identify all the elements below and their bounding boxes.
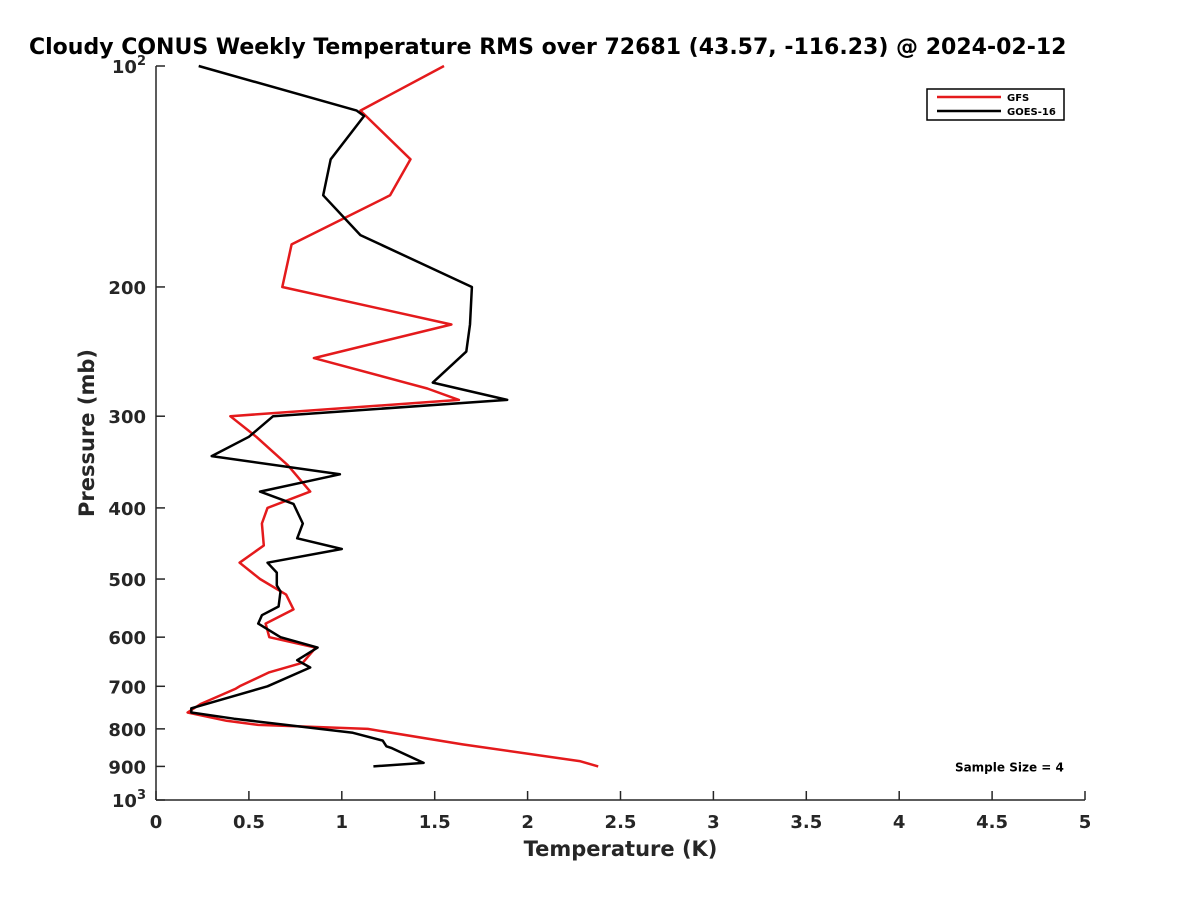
- x-axis-ticks: 0 0.5 1 1.5 2 2.5 3 3.5 4 4.5 5: [150, 791, 1092, 833]
- y-tick-base: 10: [112, 791, 137, 812]
- y-tick-exponent: 2: [137, 54, 146, 69]
- y-tick-label: 102: [112, 54, 146, 78]
- x-tick-label: 2: [521, 812, 534, 833]
- series-line-goes-16: [190, 64, 509, 768]
- x-tick-label: 4.5: [976, 812, 1008, 833]
- plot-area: [155, 66, 1085, 801]
- y-tick-exponent: 3: [137, 788, 146, 803]
- x-tick-label: 3: [707, 812, 720, 833]
- y-tick-label: 700: [108, 677, 146, 698]
- legend-label: GOES-16: [1007, 107, 1056, 118]
- annotations-layer: Sample Size = 4: [955, 760, 1064, 774]
- legend-box: [926, 88, 1065, 121]
- legend: GFS GOES-16: [926, 88, 1065, 121]
- chart-title: Cloudy CONUS Weekly Temperature RMS over…: [29, 35, 1066, 60]
- y-tick-label: 500: [108, 570, 146, 591]
- sample-size-annotation: Sample Size = 4: [955, 760, 1064, 774]
- y-tick-label: 900: [108, 757, 146, 778]
- y-tick-label: 200: [108, 278, 146, 299]
- y-tick-label: 300: [108, 407, 146, 428]
- x-axis-title: Temperature (K): [524, 837, 718, 861]
- y-tick-label: 103: [112, 788, 146, 812]
- series-line-gfs: [186, 64, 599, 768]
- y-tick-label: 400: [108, 499, 146, 520]
- legend-label: GFS: [1007, 93, 1029, 104]
- y-axis-title: Pressure (mb): [75, 349, 99, 517]
- x-tick-label: 1.5: [419, 812, 451, 833]
- x-tick-label: 4: [893, 812, 906, 833]
- y-tick-label: 600: [108, 628, 146, 649]
- x-tick-label: 2.5: [605, 812, 637, 833]
- x-tick-label: 5: [1079, 812, 1092, 833]
- x-tick-label: 3.5: [790, 812, 822, 833]
- x-tick-label: 1: [336, 812, 349, 833]
- x-tick-label: 0.5: [233, 812, 265, 833]
- y-tick-label: 800: [108, 720, 146, 741]
- series-layer: [186, 64, 599, 768]
- y-tick-base: 10: [112, 57, 137, 78]
- x-tick-label: 0: [150, 812, 163, 833]
